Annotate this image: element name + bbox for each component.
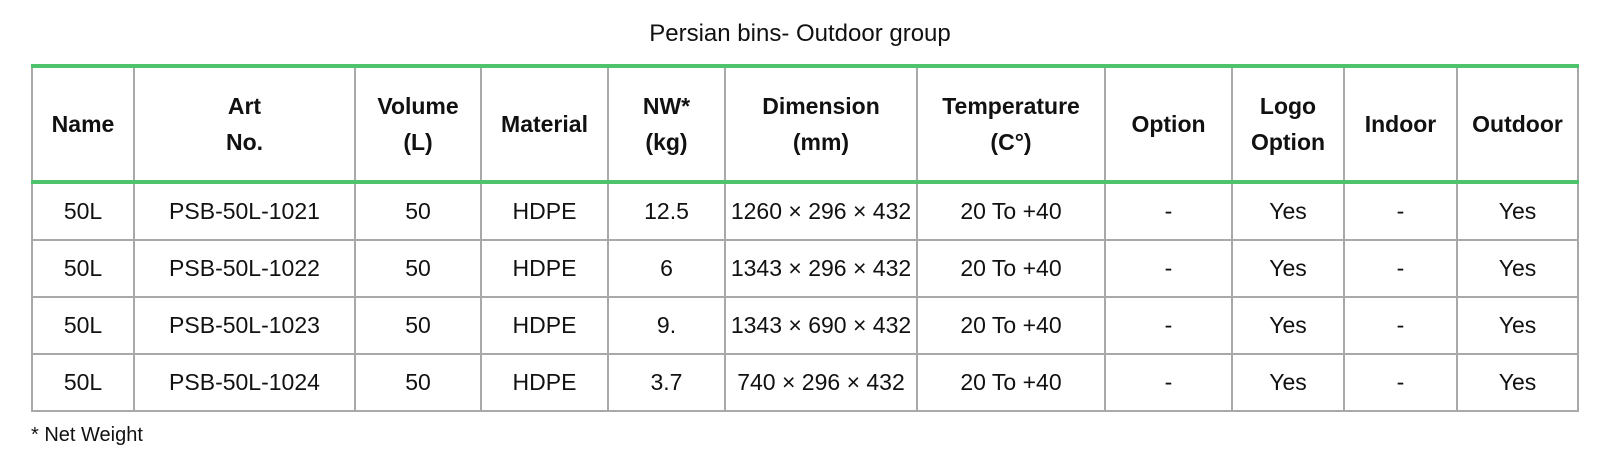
table-cell: - <box>1104 239 1233 298</box>
table-cell: - <box>1104 353 1233 412</box>
table-row: 50L PSB-50L-1024 50 HDPE 3.7 740 × 296 × 432 2… <box>31 353 1579 412</box>
header-cell: Art No. <box>133 64 356 184</box>
table-cell: 50L <box>31 239 135 298</box>
header-cell: NW* (kg) <box>607 64 726 184</box>
header-cell: Material <box>480 64 609 184</box>
table-cell: Yes <box>1231 181 1345 241</box>
table-cell: Yes <box>1456 181 1579 241</box>
table-cell: 50L <box>31 296 135 355</box>
table-cell: HDPE <box>480 181 609 241</box>
header-cell: Logo Option <box>1231 64 1345 184</box>
table-cell: 50 <box>354 181 482 241</box>
table-cell: 9. <box>607 296 726 355</box>
table-cell: 50 <box>354 296 482 355</box>
product-table: Name Art No. Volume (L) Material NW* (kg) Dim… <box>31 64 1579 412</box>
table-cell: Yes <box>1231 353 1345 412</box>
table-cell: - <box>1343 239 1458 298</box>
table-cell: 50L <box>31 353 135 412</box>
table-cell: 50 <box>354 353 482 412</box>
table-row: 50L PSB-50L-1021 50 HDPE 12.5 1260 × 296 × 43… <box>31 181 1579 241</box>
table-cell: PSB-50L-1021 <box>133 181 356 241</box>
table-row: 50L PSB-50L-1023 50 HDPE 9. 1343 × 690 × 432 2… <box>31 296 1579 355</box>
header-cell: Volume (L) <box>354 64 482 184</box>
table-cell: 50L <box>31 181 135 241</box>
table-cell: HDPE <box>480 353 609 412</box>
table-cell: HDPE <box>480 296 609 355</box>
table-cell: 6 <box>607 239 726 298</box>
table-cell: HDPE <box>480 239 609 298</box>
table-cell: 1260 × 296 × 432 <box>724 181 918 241</box>
table-row: 50L PSB-50L-1022 50 HDPE 6 1343 × 296 × 432 20… <box>31 239 1579 298</box>
table-cell: PSB-50L-1022 <box>133 239 356 298</box>
table-cell: 1343 × 296 × 432 <box>724 239 918 298</box>
header-cell: Option <box>1104 64 1233 184</box>
table-cell: - <box>1104 296 1233 355</box>
header-cell: Indoor <box>1343 64 1458 184</box>
table-cell: 740 × 296 × 432 <box>724 353 918 412</box>
table-cell: - <box>1343 296 1458 355</box>
header-cell: Temperature (C°) <box>916 64 1106 184</box>
table-cell: - <box>1343 181 1458 241</box>
table-cell: PSB-50L-1024 <box>133 353 356 412</box>
table-cell: 50 <box>354 239 482 298</box>
table-cell: Yes <box>1456 296 1579 355</box>
table-cell: 20 To +40 <box>916 181 1106 241</box>
header-cell: Outdoor <box>1456 64 1579 184</box>
table-cell: Yes <box>1231 296 1345 355</box>
table-cell: Yes <box>1231 239 1345 298</box>
table-cell: 1343 × 690 × 432 <box>724 296 918 355</box>
table-cell: - <box>1343 353 1458 412</box>
table-cell: - <box>1104 181 1233 241</box>
table-cell: 20 To +40 <box>916 296 1106 355</box>
table-cell: PSB-50L-1023 <box>133 296 356 355</box>
table-cell: Yes <box>1456 353 1579 412</box>
header-row: Name Art No. Volume (L) Material NW* (kg) Dim… <box>31 64 1579 184</box>
header-cell: Name <box>31 64 135 184</box>
table-cell: 12.5 <box>607 181 726 241</box>
header-cell: Dimension (mm) <box>724 64 918 184</box>
footnote: * Net Weight <box>31 424 143 446</box>
table-title: Persian bins- Outdoor group <box>649 20 951 47</box>
table-cell: 20 To +40 <box>916 239 1106 298</box>
table-cell: Yes <box>1456 239 1579 298</box>
table-cell: 3.7 <box>607 353 726 412</box>
table-cell: 20 To +40 <box>916 353 1106 412</box>
